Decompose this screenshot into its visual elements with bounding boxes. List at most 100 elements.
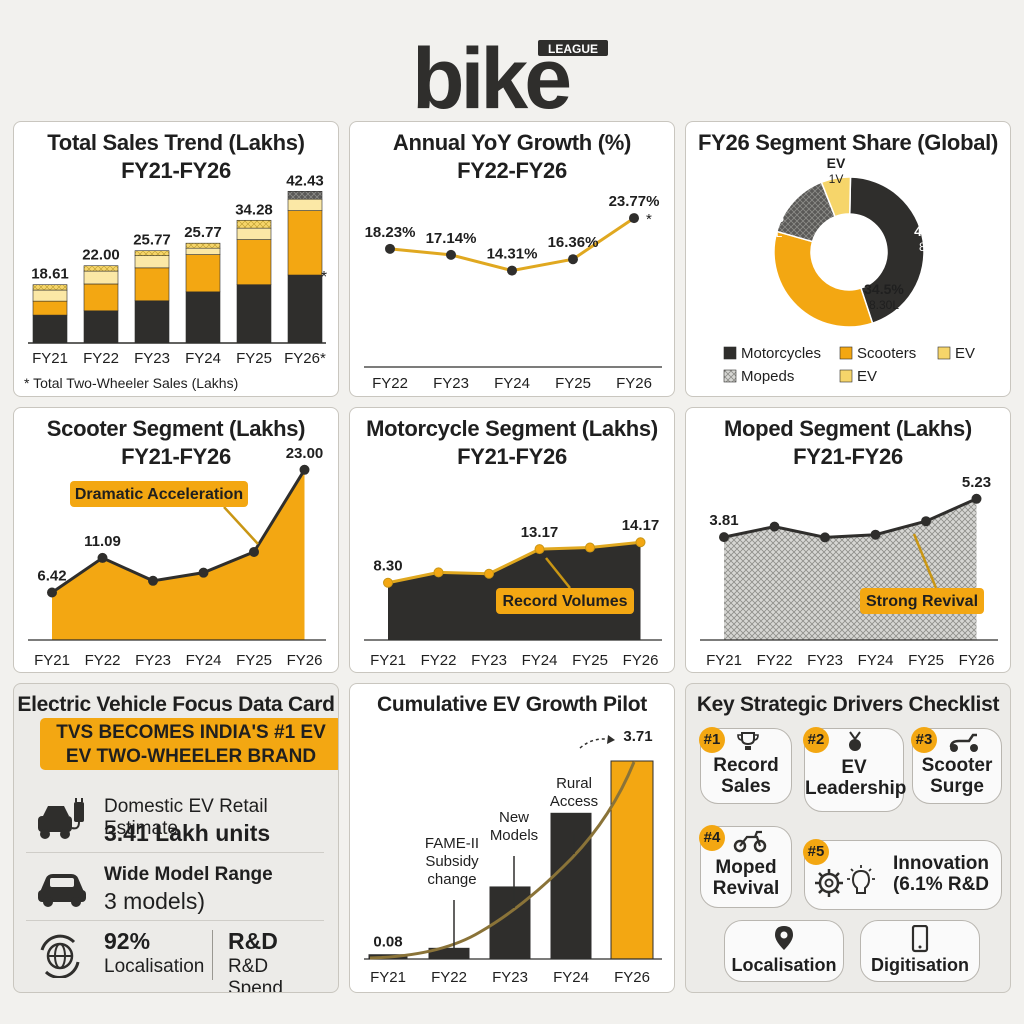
motorcycle-panel: Motorcycle Segment (Lakhs) FY21-FY26 8.3… xyxy=(349,407,675,673)
ev-row-retail: Domestic EV Retail Estimate 3.41 Lakh un… xyxy=(26,792,324,853)
yoy-x-tick: FY25 xyxy=(555,375,591,392)
moped-x-tick: FY24 xyxy=(858,652,894,669)
ev-row-localisation: 92% Localisation R&D R&D Spend xyxy=(26,928,324,992)
scooter-point xyxy=(148,575,158,586)
total-footnote: * Total Two-Wheeler Sales (Lakhs) xyxy=(24,375,238,391)
total-bar-segment xyxy=(236,284,272,344)
total-bar-segment xyxy=(134,267,170,302)
ev-banner-line2: EV TWO-WHEELER BRAND xyxy=(65,746,317,767)
drivers-panel: Key Strategic Drivers Checklist #1 Recor… xyxy=(685,683,1011,993)
yoy-value-label: 14.31% xyxy=(487,246,538,263)
driver-moped-revival-label: Moped Revival xyxy=(701,857,791,899)
moto-callout-text: Record Volumes xyxy=(502,593,627,610)
scooter-area xyxy=(52,469,305,640)
moto-callout-box xyxy=(496,588,634,614)
cumev-annotation: Access xyxy=(550,793,598,810)
moped-callout-leader xyxy=(912,533,938,589)
total-bar-segment xyxy=(83,265,119,272)
driver-record-sales-label: Record Sales xyxy=(701,755,791,797)
segment-share-panel: FY26 Segment Share (Global) 44.6% 8.30L 34… xyxy=(685,121,1011,397)
total-bar-label: 42.43 xyxy=(286,172,324,189)
moped-callout-text: Strong Revival xyxy=(866,593,978,610)
motorcycle-subtitle: FY21-FY26 xyxy=(457,444,567,469)
driver-5-line2: (6.1% R&D xyxy=(892,874,990,895)
ev-rnd-value: R&D xyxy=(228,928,278,954)
cumev-annotation: Subsidy xyxy=(425,853,479,870)
total-x-tick: FY25 xyxy=(236,350,272,367)
total-bar-segment xyxy=(185,291,221,344)
donut-pct-label: 33.4% xyxy=(744,209,784,225)
cumev-annotation: Models xyxy=(490,827,538,844)
yoy-value-label: 23.77% xyxy=(609,193,660,210)
driver-1-line1: Record xyxy=(713,755,779,776)
legend-label: Mopeds xyxy=(741,368,794,385)
cumulative-ev-panel: Cumulative EV Growth Pilot 0.08 FY21 FY22 F… xyxy=(349,683,675,993)
total-sales-subtitle: FY21-FY26 xyxy=(121,158,231,183)
legend-label: Scooters xyxy=(857,345,916,362)
scooter-icon xyxy=(949,733,978,752)
moped-chart: 3.81 FY21 FY22 FY23 FY24 FY25 5.23 FY26 Strong R… xyxy=(700,474,998,669)
moped-x-tick: FY21 xyxy=(706,652,742,669)
ev-retail-label: Domestic EV Retail Estimate xyxy=(104,796,268,839)
total-bar-segment xyxy=(83,270,119,285)
legend-swatch xyxy=(839,346,853,360)
total-bar-segment xyxy=(287,210,323,276)
yoy-point xyxy=(629,213,639,224)
yoy-x-tick: FY23 xyxy=(433,375,469,392)
moto-callout-leader xyxy=(545,557,571,589)
total-bar-label: 25.77 xyxy=(184,224,222,241)
yoy-growth-panel: Annual YoY Growth (%) FY22-FY26 18.23% FY… xyxy=(349,121,675,397)
moped-x-tick: FY26 xyxy=(959,652,995,669)
yoy-x-tick: FY26 xyxy=(616,375,652,392)
total-bar-segment xyxy=(83,283,119,312)
moto-point xyxy=(585,542,595,553)
yoy-asterisk: * xyxy=(646,211,652,228)
driver-4-line2: Revival xyxy=(712,878,780,899)
car-icon xyxy=(38,874,86,907)
driver-digitisation: Digitisation xyxy=(860,920,980,982)
gear-bulb-icon xyxy=(815,865,875,897)
yoy-title: Annual YoY Growth (%) xyxy=(392,130,632,155)
total-bar-segment xyxy=(236,227,272,240)
scooter-x-tick: FY21 xyxy=(34,652,70,669)
scooter-x-tick: FY23 xyxy=(135,652,171,669)
legend-swatch xyxy=(839,369,853,383)
driver-badge-3: #3 xyxy=(911,727,937,753)
driver-record-sales: #1 Record Sales xyxy=(699,727,792,804)
medal-icon xyxy=(849,731,861,751)
driver-digitisation-label: Digitisation xyxy=(871,955,969,975)
legend-label: EV xyxy=(857,368,877,385)
ev-charging-icon xyxy=(38,798,84,839)
share-chart: 44.6%8.30L34.5%8.30L33.4%14.17LEV1VMotor… xyxy=(723,155,975,385)
driver-badge-2: #2 xyxy=(803,727,829,753)
driver-3-line1: Scooter xyxy=(921,755,993,776)
driver-badge-5: #5 xyxy=(803,839,829,865)
cumev-bar xyxy=(610,760,654,960)
moto-x-tick: FY24 xyxy=(522,652,558,669)
total-bar-segment xyxy=(236,219,272,229)
total-x-tick: FY21 xyxy=(32,350,68,367)
moped-line xyxy=(723,497,978,539)
moto-x-tick: FY23 xyxy=(471,652,507,669)
ev-row-divider xyxy=(212,930,213,980)
scooter-value-label: 23.00 xyxy=(286,445,324,462)
scooter-chart: 6.42 FY21 11.09 FY22 FY23 FY24 FY25 23.00 FY26 Dr… xyxy=(28,445,326,669)
scooter-title: Scooter Segment (Lakhs) xyxy=(46,416,306,441)
moto-value-label: 8.30 xyxy=(373,558,402,575)
moto-value-label: 13.17 xyxy=(521,524,559,541)
moto-line xyxy=(387,540,641,585)
yoy-x-tick: FY22 xyxy=(372,375,408,392)
moto-x-tick: FY26 xyxy=(623,652,659,669)
total-bar-segment xyxy=(134,255,170,269)
bike-league-logo: bike LEAGUE xyxy=(412,31,622,127)
smartphone-icon xyxy=(911,925,929,953)
donut-sub-label: 1V xyxy=(829,172,844,186)
cumev-value-label: 3.71 xyxy=(623,728,652,745)
moped-point xyxy=(820,532,830,543)
cumev-x-tick: FY22 xyxy=(431,969,467,986)
driver-ev-leadership: #2 EV Leadership xyxy=(803,727,906,812)
moto-point xyxy=(433,567,444,578)
driver-3-line2: Surge xyxy=(930,776,984,797)
legend-swatch xyxy=(723,369,737,383)
total-bar-segment xyxy=(185,242,221,249)
